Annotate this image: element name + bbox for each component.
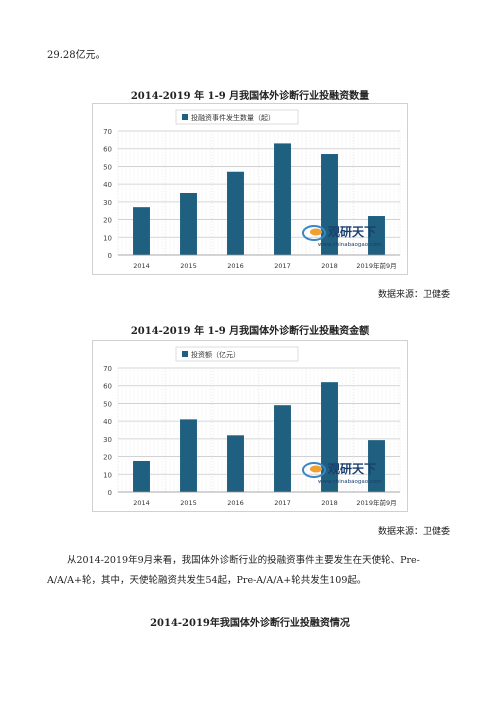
watermark-logo: 观研天下 www.chinabaogao.com [302, 225, 381, 248]
chart-1: 0 10 20 30 40 50 60 70 2014 2015 2016 2017 2018 2019年… [92, 103, 408, 275]
legend: 投融资事件发生数量（起） [175, 109, 299, 125]
y-tick-label: 0 [108, 252, 112, 260]
bar-2017 [274, 143, 291, 255]
watermark-url: www.chinabaogao.com [318, 479, 381, 485]
chart-2-svg: 0 10 20 30 40 50 60 70 2014 2015 2016 2017 2018 2019年… [92, 340, 408, 512]
watermark-url: www.chinabaogao.com [318, 242, 381, 248]
y-tick-label: 70 [103, 365, 112, 373]
x-tick-label: 2017 [274, 262, 291, 270]
watermark-logo: 观研天下 www.chinabaogao.com [302, 462, 381, 485]
x-tick-label: 2019年前9月 [356, 498, 396, 507]
logo-swirl-icon [302, 225, 326, 241]
x-tick-label: 2017 [274, 499, 291, 507]
body-paragraph: 从2014-2019年9月来看，我国体外诊断行业的投融资事件主要发生在天使轮、P… [47, 555, 420, 586]
x-tick-label: 2014 [133, 499, 150, 507]
lead-text: 29.28亿元。 [47, 50, 106, 61]
legend-box [175, 109, 299, 125]
chart-2-source: 数据来源：卫健委 [377, 527, 450, 537]
y-tick-label: 60 [103, 146, 112, 154]
legend-label: 投融资事件发生数量（起） [191, 113, 275, 122]
x-tick-label: 2016 [227, 499, 244, 507]
y-tick-label: 0 [108, 489, 112, 497]
x-tick-label: 2014 [133, 262, 150, 270]
chart-2: 0 10 20 30 40 50 60 70 2014 2015 2016 2017 2018 2019年… [92, 340, 408, 512]
y-tick-label: 60 [103, 383, 112, 391]
x-tick-label: 2018 [321, 499, 338, 507]
y-tick-label: 70 [103, 128, 112, 136]
logo-swirl-icon [302, 462, 326, 478]
x-tick-label: 2019年前9月 [356, 261, 396, 270]
legend-swatch [182, 114, 188, 120]
bar-2014 [133, 461, 150, 492]
chart-2-title: 2014-2019 年 1-9 月我国体外诊断行业投融资金额 [130, 326, 370, 337]
section-title: 2014-2019年我国体外诊断行业投融资情况 [150, 618, 350, 629]
bar-2016 [227, 171, 244, 255]
plot-area [118, 368, 400, 492]
y-tick-label: 40 [103, 418, 112, 426]
x-tick-label: 2016 [227, 262, 244, 270]
watermark-brand: 观研天下 [328, 462, 376, 476]
bar-2018 [321, 154, 338, 255]
logo-center-icon [310, 228, 322, 236]
legend-swatch [182, 351, 188, 357]
chart-1-source: 数据来源：卫健委 [377, 290, 450, 300]
bar-2016 [227, 435, 244, 492]
y-tick-label: 20 [103, 454, 112, 462]
legend-box [175, 346, 299, 362]
x-tick-label: 2015 [180, 262, 197, 270]
y-tick-label: 50 [103, 400, 112, 408]
chart-1-title: 2014-2019 年 1-9 月我国体外诊断行业投融资数量 [130, 91, 370, 102]
y-tick-label: 10 [103, 471, 112, 479]
legend: 投资额（亿元） [175, 346, 299, 362]
bar-2015 [180, 419, 197, 492]
x-tick-label: 2018 [321, 262, 338, 270]
chart-1-svg: 0 10 20 30 40 50 60 70 2014 2015 2016 2017 2018 2019年… [92, 103, 408, 275]
y-tick-label: 10 [103, 234, 112, 242]
bar-2019年前9月 [368, 440, 385, 492]
y-tick-label: 30 [103, 199, 112, 207]
y-tick-label: 30 [103, 436, 112, 444]
bar-2017 [274, 405, 291, 492]
bar-2015 [180, 193, 197, 255]
x-tick-label: 2015 [180, 499, 197, 507]
plot-area [118, 131, 400, 255]
legend-label: 投资额（亿元） [191, 350, 240, 359]
bar-2019年前9月 [368, 216, 385, 255]
bar-2014 [133, 207, 150, 255]
watermark-brand: 观研天下 [328, 225, 376, 239]
bar-2018 [321, 382, 338, 492]
y-tick-label: 50 [103, 163, 112, 171]
logo-center-icon [310, 465, 322, 473]
y-tick-label: 40 [103, 181, 112, 189]
y-tick-label: 20 [103, 217, 112, 225]
